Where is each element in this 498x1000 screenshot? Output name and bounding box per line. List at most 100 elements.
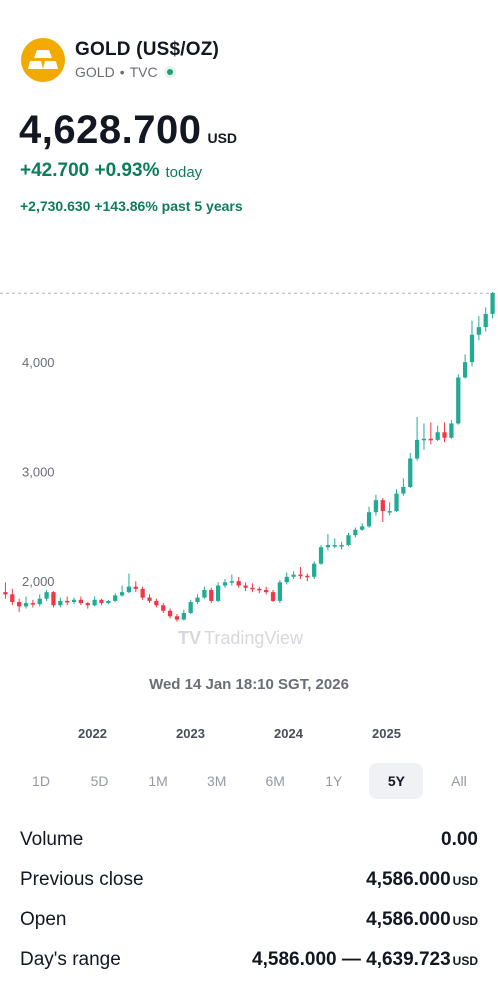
change-period: today	[165, 164, 203, 181]
range-5d[interactable]: 5D	[90, 773, 109, 789]
stat-label: Day's range	[20, 949, 121, 970]
candle-body	[17, 602, 22, 607]
candle-body	[236, 581, 241, 586]
range-1m[interactable]: 1M	[148, 773, 168, 789]
candle-body	[147, 597, 152, 601]
candle-body	[106, 600, 111, 604]
candle-body	[174, 616, 180, 620]
candle-body	[71, 599, 77, 602]
candle-body	[78, 599, 84, 604]
range-5y[interactable]: 5Y	[369, 763, 424, 799]
candle-body	[181, 612, 186, 620]
candle-body	[113, 595, 118, 601]
stat-label: Open	[20, 909, 67, 930]
candle-body	[243, 585, 248, 588]
candle-body	[318, 547, 324, 564]
stat-unit: USD	[452, 914, 478, 928]
candle-body	[305, 575, 310, 578]
year-label-2024: 2024	[274, 726, 303, 741]
price-currency: USD	[207, 130, 238, 146]
stat-label: Previous close	[20, 869, 144, 890]
range-1d[interactable]: 1D	[32, 773, 50, 789]
daily-change: +42.700 +0.93% today	[20, 160, 202, 182]
range-1y[interactable]: 1Y	[325, 773, 343, 789]
candle-body	[10, 594, 15, 602]
market-status-icon	[163, 66, 176, 78]
stat-open: Open 4,586.000 USD	[20, 900, 478, 940]
candle-body	[92, 599, 97, 606]
candle-body	[339, 545, 344, 547]
candle-body	[257, 588, 262, 591]
exchange-name: TVC	[129, 64, 158, 80]
candle-body	[140, 588, 145, 598]
instrument-symbol: GOLD	[75, 64, 115, 80]
candle-body	[353, 529, 358, 536]
candle-body	[401, 487, 406, 494]
candle-body	[119, 592, 125, 596]
candle-body	[394, 493, 399, 512]
candle-body	[476, 327, 481, 335]
candle-body	[332, 545, 337, 547]
stat-unit: USD	[452, 954, 478, 968]
candle-body	[462, 362, 468, 378]
candle-body	[37, 598, 42, 605]
change-value: +42.700 +0.93%	[20, 160, 160, 181]
candle-body	[85, 603, 90, 606]
candle-body	[23, 603, 29, 607]
y-tick-label: 2,000	[22, 574, 55, 589]
candle-body	[222, 582, 228, 586]
candle-body	[270, 592, 276, 601]
candle-body	[209, 589, 214, 601]
stat-value: 4,586.000	[366, 869, 451, 890]
candle-body	[229, 581, 234, 583]
year-label-2022: 2022	[78, 726, 107, 741]
candle-body	[51, 592, 56, 606]
y-tick-label: 3,000	[22, 465, 55, 480]
candle-body	[44, 592, 49, 599]
year-label-2023: 2023	[176, 726, 205, 741]
candle-body	[428, 438, 433, 441]
candle-body	[202, 589, 207, 598]
candle-body	[161, 605, 166, 611]
candle-body	[195, 597, 200, 602]
candle-body	[99, 599, 104, 604]
stat-previous-close: Previous close 4,586.000 USD	[20, 860, 478, 900]
five-year-change: +2,730.630 +143.86% past 5 years	[20, 198, 243, 214]
candle-body	[325, 545, 331, 548]
candle-body	[408, 458, 413, 487]
last-price: 4,628.700	[19, 108, 202, 152]
candle-body	[277, 582, 283, 601]
candle-body	[483, 313, 488, 328]
candle-body	[366, 512, 372, 527]
instrument-title: GOLD (US$/OZ)	[75, 39, 220, 60]
stat-volume: Volume 0.00	[20, 820, 478, 860]
price-display: 4,628.700 USD	[19, 108, 237, 152]
candle-body	[250, 587, 255, 590]
candle-body	[449, 423, 454, 438]
candle-body	[65, 600, 70, 603]
instrument-header[interactable]: GOLD (US$/OZ) GOLD • TVC	[21, 36, 219, 84]
candle-body	[126, 586, 132, 593]
candle-body	[291, 574, 296, 577]
candle-body	[421, 438, 427, 441]
range-6m[interactable]: 6M	[265, 773, 285, 789]
range-all[interactable]: All	[451, 773, 467, 789]
stat-value: 4,586.000 — 4,639.723	[252, 949, 451, 970]
candle-body	[387, 511, 392, 513]
range-selector: 1D 5D 1M 3M 6M 1Y 5Y All	[18, 762, 482, 800]
candle-body	[284, 576, 289, 583]
candle-body	[442, 432, 447, 438]
candle-body	[264, 589, 269, 593]
candle-body	[58, 600, 63, 606]
candle-body	[414, 439, 420, 459]
candle-body	[312, 563, 317, 577]
candle-body	[154, 600, 159, 606]
candle-body	[30, 603, 36, 605]
stat-unit: USD	[452, 874, 478, 888]
range-3m[interactable]: 3M	[206, 773, 227, 789]
candle-body	[298, 574, 303, 577]
candle-body	[469, 334, 475, 363]
separator-dot: •	[119, 64, 125, 80]
